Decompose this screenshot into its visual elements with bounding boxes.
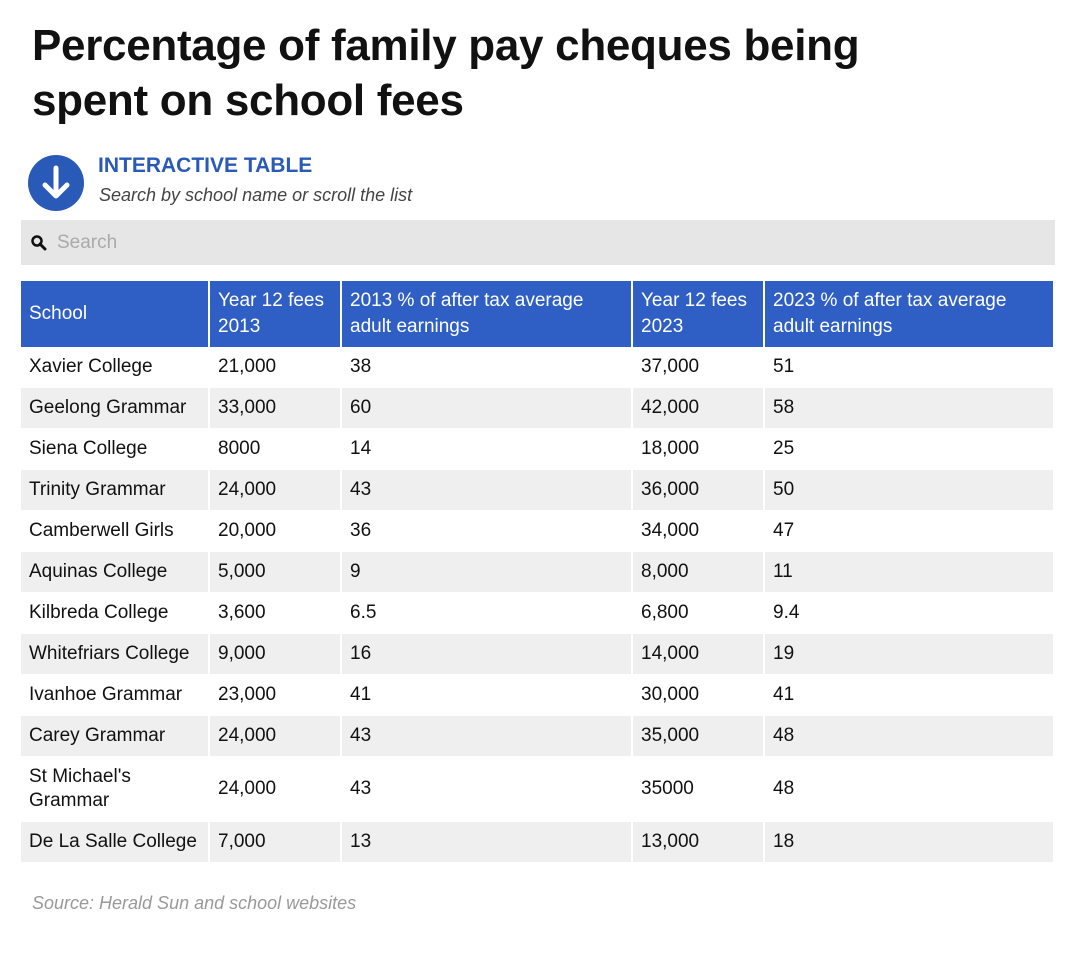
table-row: Aquinas College 5,000 9 8,000 11: [21, 551, 1055, 593]
table-cell: 8000: [209, 428, 342, 470]
table-cell: 47: [764, 510, 1055, 552]
table-cell: 30,000: [632, 674, 765, 716]
table-cell: Ivanhoe Grammar: [21, 674, 210, 716]
table-cell: Xavier College: [21, 347, 210, 388]
table-cell: Camberwell Girls: [21, 510, 210, 552]
column-header[interactable]: 2013 % of after tax average adult earnin…: [341, 281, 633, 347]
table-cell: 35,000: [632, 715, 765, 757]
table-cell: Geelong Grammar: [21, 387, 210, 429]
table-cell: 43: [341, 756, 633, 822]
table-cell: 48: [764, 756, 1055, 822]
table-cell: 18,000: [632, 428, 765, 470]
table-row: Camberwell Girls 20,000 36 34,000 47: [21, 510, 1055, 552]
column-header[interactable]: Year 12 fees 2023: [632, 281, 765, 347]
table-row: Xavier College 21,000 38 37,000 51: [21, 347, 1055, 388]
table-cell: 24,000: [209, 756, 342, 822]
table-cell: 36: [341, 510, 633, 552]
table-cell: 7,000: [209, 821, 342, 863]
table-row: De La Salle College 7,000 13 13,000 18: [21, 821, 1055, 863]
table-cell: 50: [764, 469, 1055, 511]
table-cell: St Michael's Grammar: [21, 756, 210, 822]
table-cell: 9,000: [209, 633, 342, 675]
table-cell: 42,000: [632, 387, 765, 429]
table-cell: 58: [764, 387, 1055, 429]
table-cell: 5,000: [209, 551, 342, 593]
table-cell: 14,000: [632, 633, 765, 675]
search-icon: [31, 235, 47, 251]
table-cell: 24,000: [209, 715, 342, 757]
table-row: Trinity Grammar 24,000 43 36,000 50: [21, 469, 1055, 511]
table-cell: Siena College: [21, 428, 210, 470]
column-header[interactable]: 2023 % of after tax average adult earnin…: [764, 281, 1055, 347]
table-cell: 6.5: [341, 592, 633, 634]
table-cell: 18: [764, 821, 1055, 863]
table-cell: Kilbreda College: [21, 592, 210, 634]
down-arrow-icon: [28, 155, 84, 211]
table-cell: 51: [764, 347, 1055, 388]
table-row: Ivanhoe Grammar 23,000 41 30,000 41: [21, 674, 1055, 716]
table-cell: 36,000: [632, 469, 765, 511]
subtitle: Search by school name or scroll the list: [99, 185, 413, 205]
table-cell: 9: [341, 551, 633, 593]
table-cell: 37,000: [632, 347, 765, 388]
table-cell: Carey Grammar: [21, 715, 210, 757]
table-cell: Aquinas College: [21, 551, 210, 593]
table-cell: 41: [764, 674, 1055, 716]
table-cell: 11: [764, 551, 1055, 593]
column-header[interactable]: School: [21, 281, 210, 347]
table-cell: 43: [341, 469, 633, 511]
table-cell: 23,000: [209, 674, 342, 716]
table-cell: 38: [341, 347, 633, 388]
header-row: School Year 12 fees 2013 2013 % of after t…: [21, 281, 1055, 347]
table-cell: 60: [341, 387, 633, 429]
table-row: St Michael's Grammar 24,000 43 35000 48: [21, 756, 1055, 822]
table-cell: 33,000: [209, 387, 342, 429]
table-cell: 25: [764, 428, 1055, 470]
table-cell: Trinity Grammar: [21, 469, 210, 511]
table-cell: 6,800: [632, 592, 765, 634]
column-header[interactable]: Year 12 fees 2013: [209, 281, 342, 347]
table: School Year 12 fees 2013 2013 % of after t…: [21, 281, 1055, 863]
table-cell: 48: [764, 715, 1055, 757]
title: Percentage of family pay cheques being s…: [32, 18, 860, 128]
table-cell: 41: [341, 674, 633, 716]
table-cell: 20,000: [209, 510, 342, 552]
table-cell: 34,000: [632, 510, 765, 552]
table-cell: 21,000: [209, 347, 342, 388]
table-cell: 9.4: [764, 592, 1055, 634]
table-cell: 16: [341, 633, 633, 675]
table-cell: 3,600: [209, 592, 342, 634]
title-line: Percentage of family pay cheques being: [32, 21, 860, 70]
table-cell: 13: [341, 821, 633, 863]
search-placeholder: Search: [57, 232, 118, 253]
search-box[interactable]: Search: [21, 220, 1055, 265]
table-cell: 13,000: [632, 821, 765, 863]
table-row: Geelong Grammar 33,000 60 42,000 58: [21, 387, 1055, 429]
section-label: INTERACTIVE TABLE: [98, 154, 313, 177]
source: Source: Herald Sun and school websites: [32, 893, 357, 913]
title-line: spent on school fees: [32, 76, 464, 125]
table-row: Kilbreda College 3,600 6.5 6,800 9.4: [21, 592, 1055, 634]
table-cell: 43: [341, 715, 633, 757]
table-cell: De La Salle College: [21, 821, 210, 863]
table-row: Carey Grammar 24,000 43 35,000 48: [21, 715, 1055, 757]
table-cell: 19: [764, 633, 1055, 675]
table-cell: 14: [341, 428, 633, 470]
table-cell: 8,000: [632, 551, 765, 593]
table-cell: Whitefriars College: [21, 633, 210, 675]
table-row: Whitefriars College 9,000 16 14,000 19: [21, 633, 1055, 675]
table-scroll[interactable]: School Year 12 fees 2013 2013 % of after t…: [21, 281, 1055, 876]
table-cell: 35000: [632, 756, 765, 822]
table-cell: 24,000: [209, 469, 342, 511]
table-row: Siena College 8000 14 18,000 25: [21, 428, 1055, 470]
